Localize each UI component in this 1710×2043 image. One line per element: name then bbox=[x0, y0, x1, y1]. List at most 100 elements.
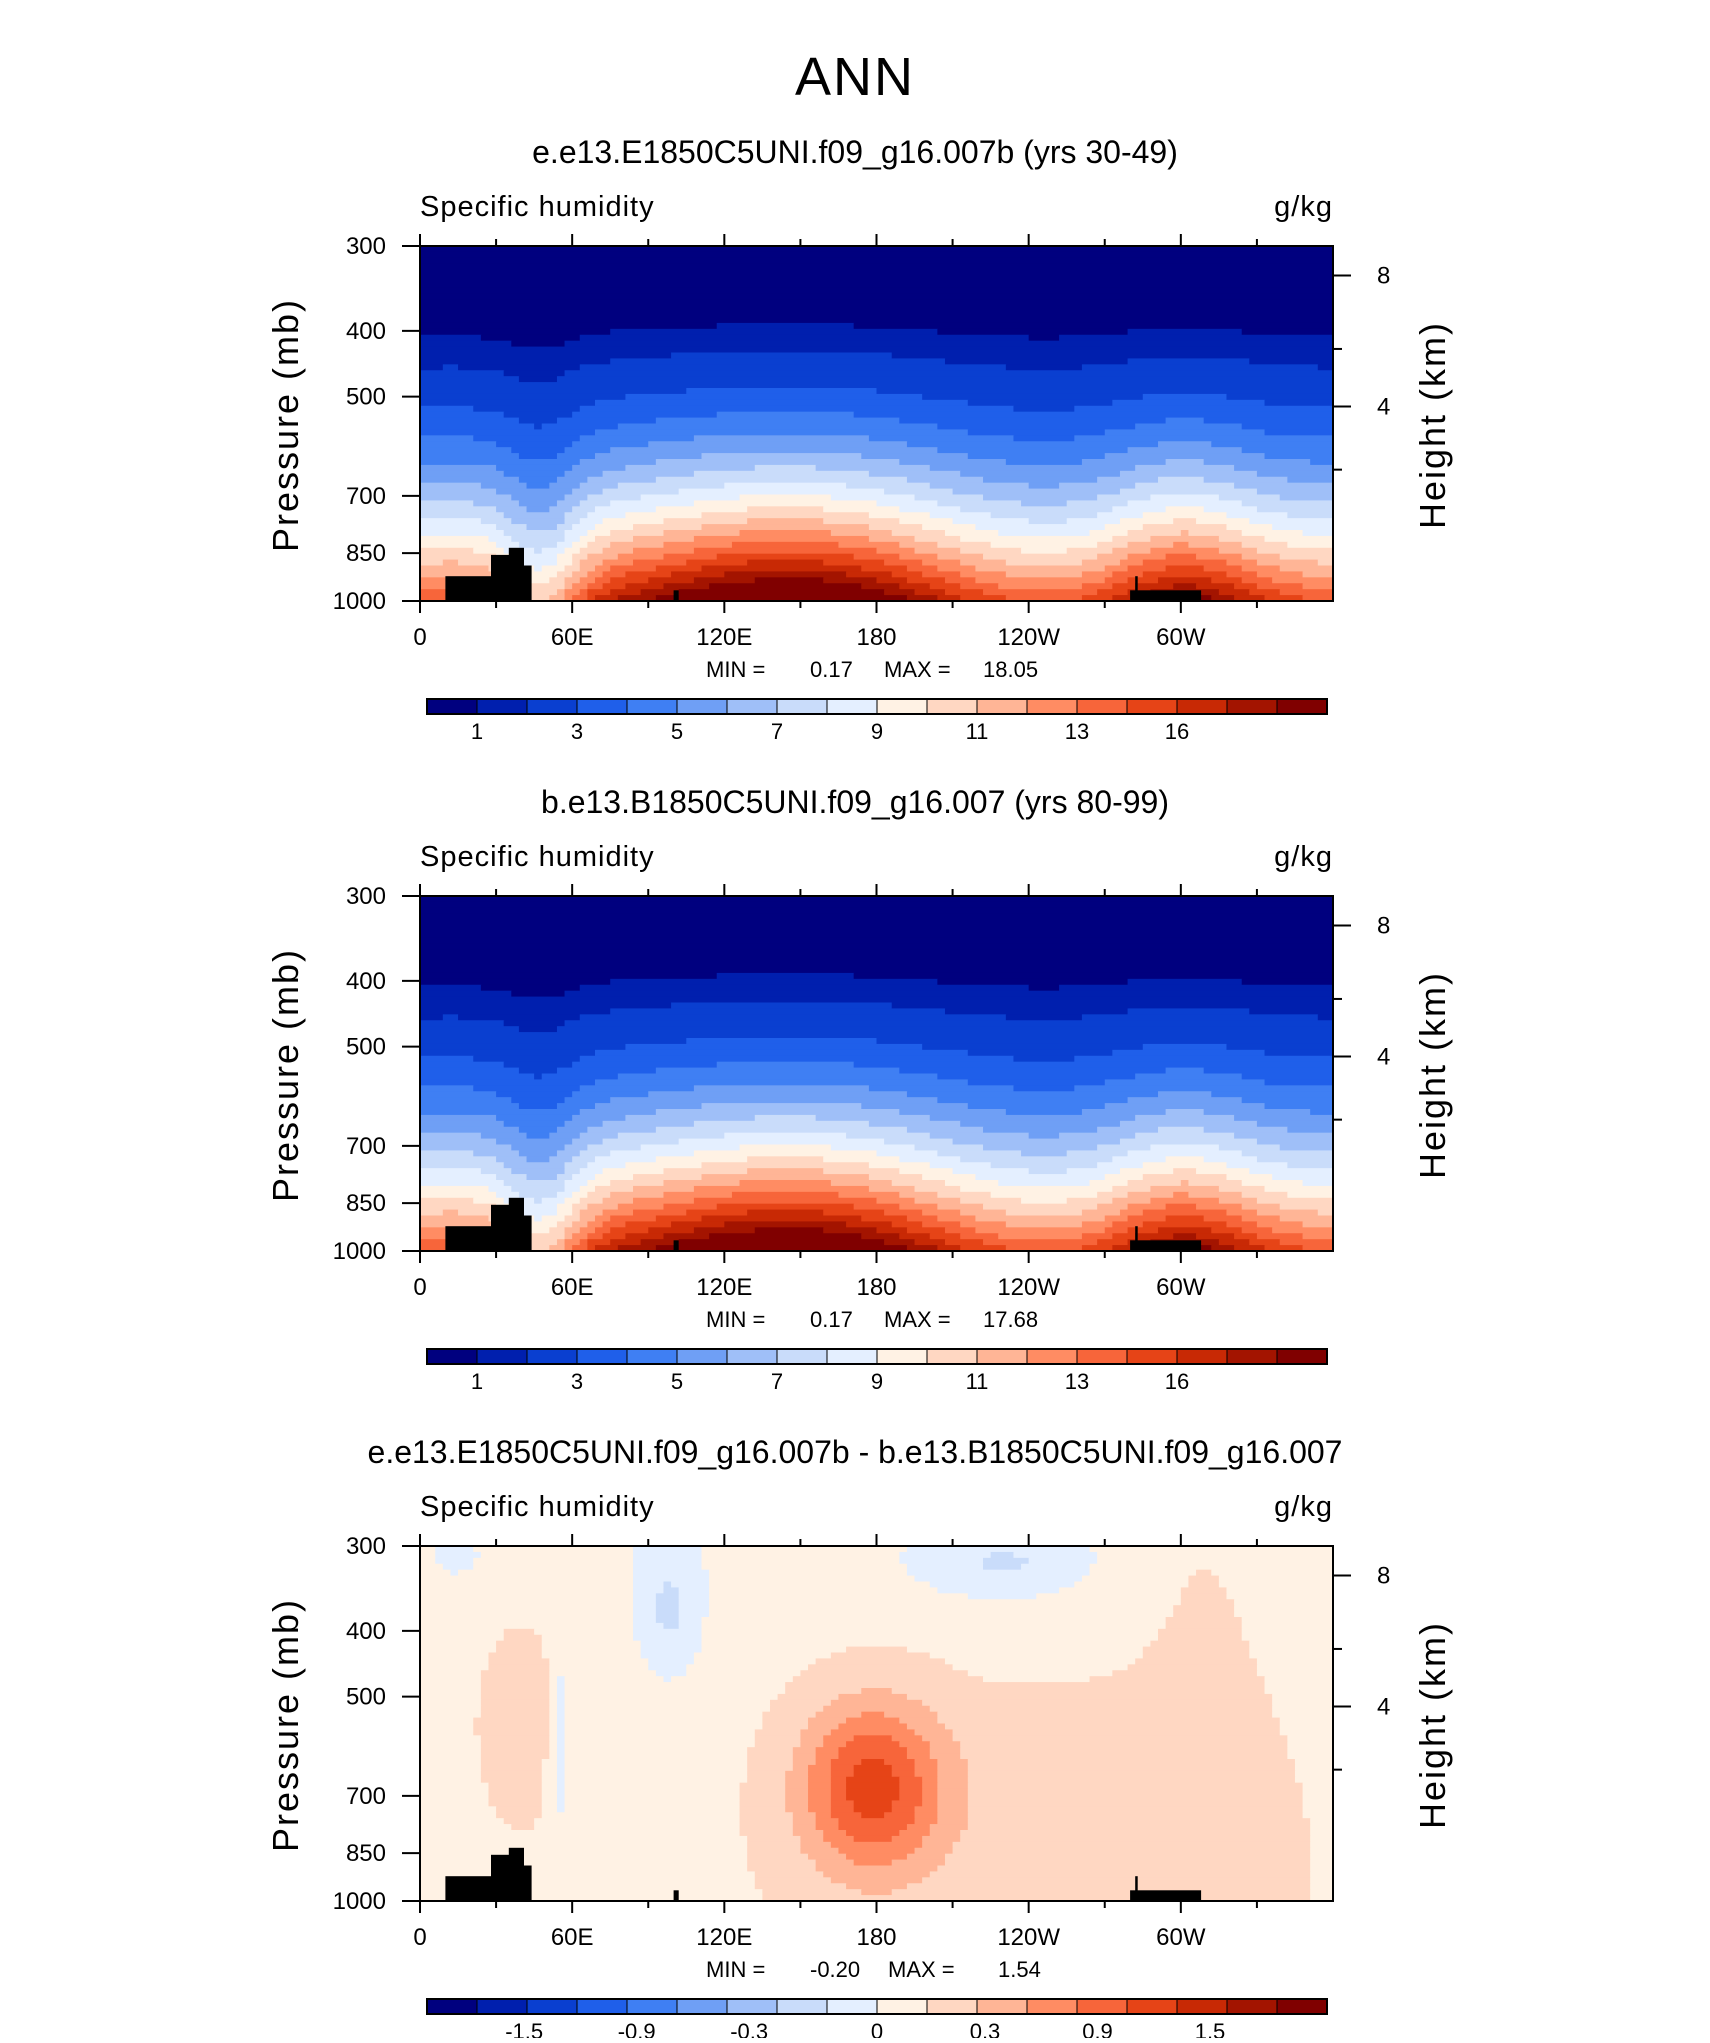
contour-cell bbox=[610, 328, 938, 336]
panel-3-title: e.e13.E1850C5UNI.f09_g16.007b - b.e13.B1… bbox=[368, 1434, 1343, 1470]
contour-cell bbox=[739, 1812, 794, 1819]
contour-cell bbox=[1203, 565, 1243, 573]
contour-cell bbox=[420, 1764, 482, 1772]
contour-cell bbox=[1119, 1138, 1258, 1146]
contour-cell bbox=[937, 1764, 969, 1772]
contour-cell bbox=[739, 1818, 794, 1825]
contour-cell bbox=[937, 541, 992, 549]
contour-cell bbox=[518, 1221, 558, 1228]
contour-cell bbox=[944, 1658, 1136, 1665]
contour-cell bbox=[480, 518, 512, 525]
contour-cell bbox=[846, 1646, 908, 1654]
contour-cell bbox=[420, 913, 1334, 921]
contour-cell bbox=[678, 1599, 710, 1606]
contour-cell bbox=[1127, 1150, 1243, 1157]
contour-cell bbox=[556, 1747, 566, 1754]
panel-2-variable-label: Specific humidity bbox=[420, 841, 655, 873]
contour-cell bbox=[922, 1043, 1144, 1051]
colorbar-label: 16 bbox=[1165, 1369, 1189, 1394]
colorbar-swatch bbox=[576, 1348, 628, 1365]
contour-cell bbox=[967, 1103, 1106, 1110]
contour-cell bbox=[1196, 1569, 1212, 1577]
contour-cell bbox=[983, 589, 1098, 596]
contour-cell bbox=[1028, 1557, 1098, 1565]
contour-cell bbox=[420, 990, 512, 998]
contour-cell bbox=[891, 1221, 923, 1228]
contour-cell bbox=[678, 589, 885, 596]
y-tick-label: 400 bbox=[346, 318, 386, 345]
contour-cell bbox=[1097, 541, 1129, 549]
contour-cell bbox=[922, 524, 977, 531]
contour-cell bbox=[808, 1664, 954, 1671]
contour-cell bbox=[937, 1770, 969, 1778]
contour-cell bbox=[929, 512, 992, 519]
contour-cell bbox=[701, 512, 870, 519]
contour-cell bbox=[1310, 1883, 1334, 1890]
contour-cell bbox=[564, 370, 1334, 377]
contour-cell bbox=[420, 530, 505, 537]
contour-cell bbox=[1226, 512, 1288, 519]
figure-title: ANN bbox=[795, 47, 915, 107]
contour-cell bbox=[1241, 1227, 1273, 1234]
contour-cell bbox=[1264, 1079, 1334, 1086]
contour-cell bbox=[1127, 577, 1159, 584]
contour-cell bbox=[1264, 1245, 1304, 1252]
contour-cell bbox=[1241, 530, 1304, 537]
contour-cell bbox=[420, 1557, 436, 1565]
contour-cell bbox=[420, 1865, 748, 1873]
contour-cell bbox=[1142, 1646, 1250, 1654]
contour-cell bbox=[853, 553, 900, 561]
colorbar-swatch bbox=[626, 698, 678, 715]
contour-cell bbox=[1249, 1646, 1334, 1654]
contour-cell bbox=[420, 553, 497, 561]
x-tick-label: 0 bbox=[413, 624, 426, 651]
contour-cell bbox=[922, 1877, 1311, 1884]
contour-cell bbox=[420, 571, 497, 578]
contour-cell bbox=[823, 1209, 885, 1217]
contour-cell bbox=[420, 459, 581, 466]
colorbar-swatch bbox=[676, 1348, 728, 1365]
contour-cell bbox=[420, 464, 497, 472]
contour-cell bbox=[861, 1711, 885, 1719]
contour-cell bbox=[1294, 1776, 1334, 1784]
contour-cell bbox=[693, 1150, 878, 1157]
contour-cell bbox=[967, 1782, 1304, 1790]
contour-cell bbox=[1165, 1067, 1205, 1075]
panel-1-min-value: 0.17 bbox=[810, 657, 853, 682]
contour-cell bbox=[1211, 1091, 1334, 1098]
contour-cell bbox=[1272, 524, 1334, 531]
y-tick-label: 1000 bbox=[333, 1238, 386, 1265]
contour-cell bbox=[496, 1091, 573, 1098]
contour-cell bbox=[663, 553, 718, 561]
panel-1-title: e.e13.E1850C5UNI.f09_g16.007b (yrs 30-49… bbox=[532, 134, 1178, 170]
contour-cell bbox=[648, 577, 695, 584]
colorbar-label: -0.9 bbox=[618, 2019, 656, 2038]
contour-cell bbox=[511, 1144, 566, 1152]
contour-cell bbox=[518, 1067, 558, 1075]
contour-cell bbox=[1112, 1049, 1266, 1057]
contour-cell bbox=[1005, 559, 1083, 567]
contour-cell bbox=[480, 1759, 543, 1766]
contour-cell bbox=[1081, 583, 1113, 590]
contour-cell bbox=[960, 1830, 1311, 1837]
colorbar-swatch bbox=[776, 1998, 828, 2015]
contour-cell bbox=[884, 1759, 916, 1766]
contour-cell bbox=[1158, 441, 1212, 448]
contour-cell bbox=[496, 1174, 528, 1181]
contour-cell bbox=[420, 931, 1334, 939]
contour-cell bbox=[1203, 476, 1288, 484]
contour-cell bbox=[1241, 1215, 1281, 1223]
contour-cell bbox=[549, 1747, 558, 1754]
contour-cell bbox=[549, 1753, 558, 1760]
contour-cell bbox=[1241, 1634, 1334, 1642]
contour-cell bbox=[891, 1735, 923, 1742]
contour-cell bbox=[1059, 1132, 1136, 1140]
contour-cell bbox=[899, 1830, 931, 1837]
contour-cell bbox=[1241, 1622, 1334, 1630]
contour-cell bbox=[1097, 1144, 1151, 1152]
contour-cell bbox=[747, 1753, 794, 1760]
contour-cell bbox=[1302, 1788, 1334, 1796]
contour-cell bbox=[473, 547, 505, 555]
x-tick-label: 60E bbox=[551, 624, 594, 651]
contour-cell bbox=[838, 1723, 908, 1731]
